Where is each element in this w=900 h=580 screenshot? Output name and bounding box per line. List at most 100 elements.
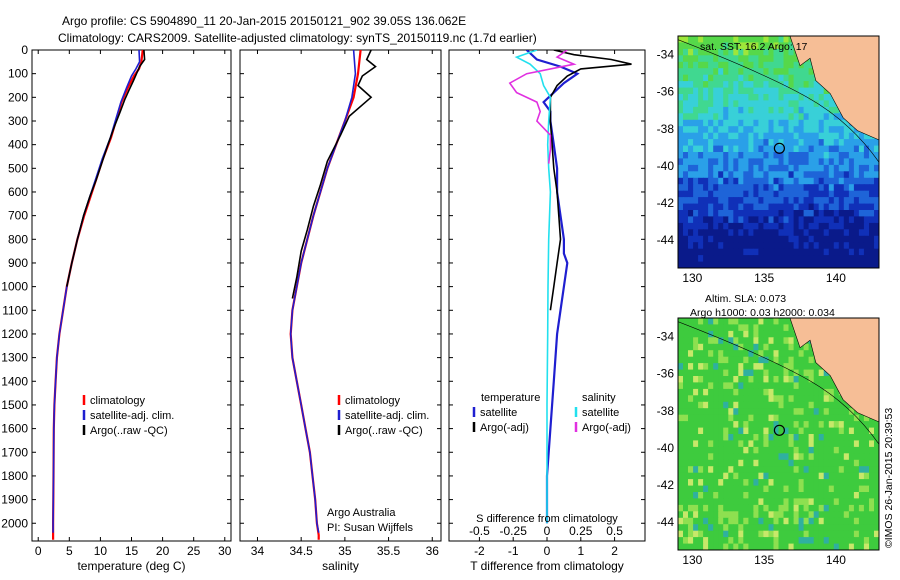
map-cell <box>708 466 714 474</box>
map-cell <box>688 472 694 480</box>
map-cell <box>783 242 790 250</box>
map-cell <box>803 401 810 409</box>
map-cell <box>828 203 835 211</box>
map-cell <box>688 427 694 435</box>
map-cell <box>738 363 744 371</box>
map-cell <box>708 152 714 159</box>
map-cell <box>683 113 689 121</box>
map-cell <box>808 440 815 448</box>
map-cell <box>713 350 719 358</box>
map-cell <box>678 363 684 371</box>
map-cell <box>803 485 810 493</box>
map-cell <box>828 164 835 172</box>
map-cell <box>708 401 714 409</box>
map-cell <box>753 395 759 403</box>
map-cell <box>763 504 769 512</box>
map-cell <box>753 139 759 147</box>
map-cell <box>869 229 875 237</box>
map-cell <box>758 472 764 480</box>
map-cell <box>793 363 800 371</box>
map-cell <box>698 524 704 532</box>
map-cell <box>703 126 709 134</box>
map-cell <box>738 242 744 250</box>
map-cell <box>758 106 764 114</box>
legend-label-s-satellite: satellite <box>582 407 619 419</box>
map-cell <box>718 330 724 338</box>
map-cell <box>788 94 795 101</box>
map-cell <box>874 453 879 461</box>
map-cell <box>793 524 800 532</box>
map-cell <box>733 440 739 448</box>
map-cell <box>688 216 694 224</box>
map-cell <box>678 100 684 108</box>
map-cell <box>863 530 870 538</box>
map-cell <box>688 343 694 351</box>
map-cell <box>828 472 835 480</box>
map-cell <box>728 440 734 448</box>
map-cell <box>869 197 875 205</box>
map-cell <box>733 235 739 243</box>
map-cell <box>743 459 749 467</box>
map-cell <box>713 36 719 43</box>
map-cell <box>818 543 825 550</box>
map-cell <box>853 543 860 550</box>
map-cell <box>743 81 749 89</box>
map-cell <box>798 190 805 198</box>
map-cell <box>753 472 759 480</box>
map-cell <box>853 242 860 250</box>
map-cell <box>683 164 689 172</box>
map-cell <box>698 255 704 263</box>
map-cell <box>813 421 820 429</box>
map-cell <box>703 479 709 487</box>
map-cell <box>843 401 850 409</box>
legend-header-salinity: salinity <box>582 392 616 404</box>
map-cell <box>738 414 744 422</box>
map-cell <box>803 343 810 351</box>
map-cell <box>738 504 744 512</box>
map-cell <box>803 184 810 192</box>
map-cell <box>713 261 719 268</box>
map-cell <box>823 427 830 435</box>
map-cell <box>808 472 815 480</box>
map-cell <box>798 363 805 371</box>
map-cell <box>778 94 785 101</box>
map-cell <box>778 126 785 134</box>
map-cell <box>778 61 785 69</box>
imos-timestamp: ©IMOS 26-Jan-2015 20:39:53 <box>883 408 895 548</box>
map-cell <box>753 492 759 499</box>
map-cell <box>773 100 780 108</box>
map-cell <box>683 197 689 205</box>
map-cell <box>808 106 815 114</box>
map-cell <box>768 87 775 95</box>
map-cell <box>803 132 810 140</box>
series-line-1 <box>549 50 632 311</box>
map-cell <box>678 248 684 256</box>
y-tick-label: 1500 <box>1 398 28 412</box>
map-cell <box>793 81 800 89</box>
map-cell <box>713 81 719 89</box>
map-cell <box>758 197 764 205</box>
map-cell <box>708 106 714 114</box>
map-cell <box>823 87 830 95</box>
map-cell <box>863 434 870 441</box>
map-cell <box>698 190 704 198</box>
map-cell <box>733 248 739 256</box>
map-cell <box>753 414 759 422</box>
map-cell <box>848 203 855 211</box>
map-cell <box>723 363 729 371</box>
map-cell <box>813 242 820 250</box>
map-cell <box>748 479 754 487</box>
map-cell <box>773 119 780 127</box>
map-cell <box>788 485 795 493</box>
map-cell <box>758 164 764 172</box>
map-cell <box>723 434 729 441</box>
map-cell <box>698 152 704 159</box>
map-cell <box>793 459 800 467</box>
map-cell <box>793 113 800 121</box>
map-cell <box>723 242 729 250</box>
map-cell <box>838 197 845 205</box>
map-cell <box>738 74 744 82</box>
map-cell <box>743 184 749 192</box>
map-cell <box>753 48 759 56</box>
map-cell <box>798 216 805 224</box>
